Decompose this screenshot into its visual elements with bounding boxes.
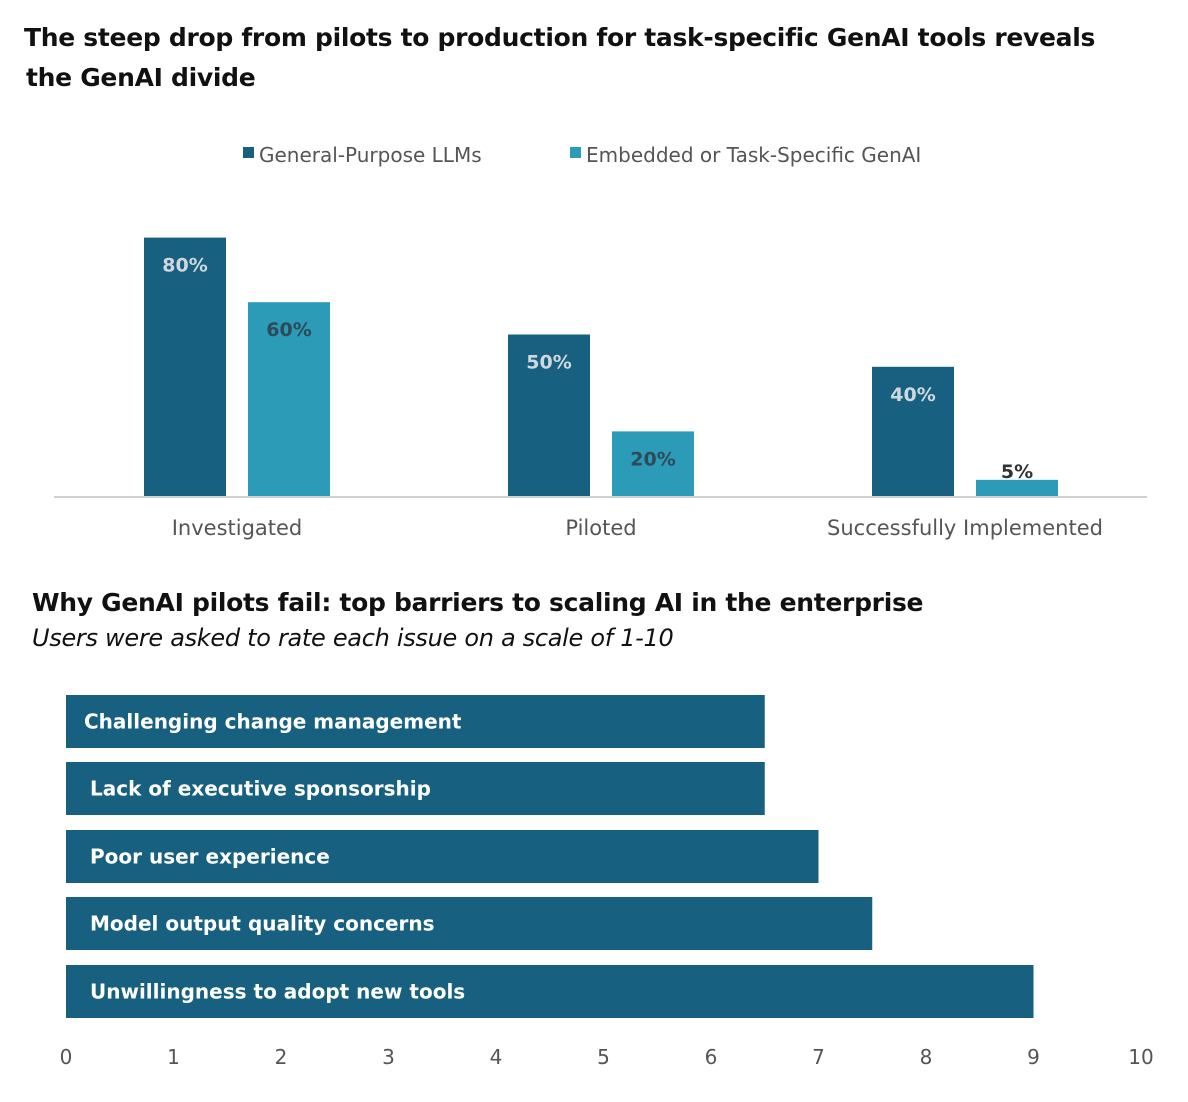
- data-label-1-3: 40%: [890, 384, 935, 406]
- chart2-subtitle: Users were asked to rate each issue on a…: [32, 624, 674, 652]
- x-tick-4: 4: [490, 1045, 503, 1069]
- chart1-title: The steep drop from pilots to production…: [24, 18, 1144, 98]
- hbar-5: [66, 965, 1034, 1018]
- hbar-label-5: Unwillingness to adopt new tools: [90, 980, 465, 1004]
- hbar-2: [66, 762, 765, 815]
- hbar-4: [66, 897, 873, 950]
- x-tick-3: 3: [382, 1045, 395, 1069]
- x-tick-9: 9: [1027, 1045, 1040, 1069]
- data-label-2-1: 60%: [266, 319, 311, 341]
- category-label-1: Investigated: [172, 516, 303, 540]
- x-tick-0: 0: [60, 1045, 73, 1069]
- bar-2-2: [612, 431, 694, 496]
- x-tick-8: 8: [920, 1045, 933, 1069]
- x-tick-6: 6: [705, 1045, 718, 1069]
- hbar-label-2: Lack of executive sponsorship: [90, 777, 431, 801]
- chart1-title-line1: The steep drop from pilots to production…: [24, 23, 1096, 52]
- data-label-1-2: 50%: [526, 352, 571, 374]
- x-tick-10: 10: [1128, 1045, 1153, 1069]
- bar-1-2: [508, 334, 590, 496]
- bar-1-1: [144, 237, 226, 496]
- x-tick-2: 2: [275, 1045, 288, 1069]
- x-tick-7: 7: [812, 1045, 825, 1069]
- bar-1-3: [872, 366, 954, 496]
- grouped-bar-chart: General-Purpose LLMs Embedded or Task-Spe…: [54, 143, 1147, 540]
- legend-label-1: General-Purpose LLMs: [259, 143, 482, 167]
- bar-2-1: [248, 302, 330, 496]
- hbar-label-1: Challenging change management: [84, 710, 462, 734]
- hbar-label-4: Model output quality concerns: [90, 912, 435, 936]
- hbar-label-3: Poor user experience: [90, 845, 330, 869]
- data-label-1-1: 80%: [162, 255, 207, 277]
- hbar-3: [66, 830, 819, 883]
- legend-label-2: Embedded or Task-Specific GenAI: [586, 143, 921, 167]
- data-label-2-2: 20%: [630, 448, 675, 470]
- category-label-3: Successfully Implemented: [827, 516, 1103, 540]
- bar-2-3: [976, 479, 1058, 496]
- chart1-title-line2: the GenAI divide: [26, 63, 256, 92]
- data-label-2-3: 5%: [1001, 461, 1033, 483]
- chart2-title: Why GenAI pilots fail: top barriers to s…: [32, 588, 924, 617]
- hbar-1: [66, 695, 765, 748]
- legend-swatch-1: [243, 147, 254, 158]
- legend-swatch-2: [570, 147, 581, 158]
- category-label-2: Piloted: [565, 516, 636, 540]
- x-tick-5: 5: [597, 1045, 610, 1069]
- x-tick-1: 1: [167, 1045, 180, 1069]
